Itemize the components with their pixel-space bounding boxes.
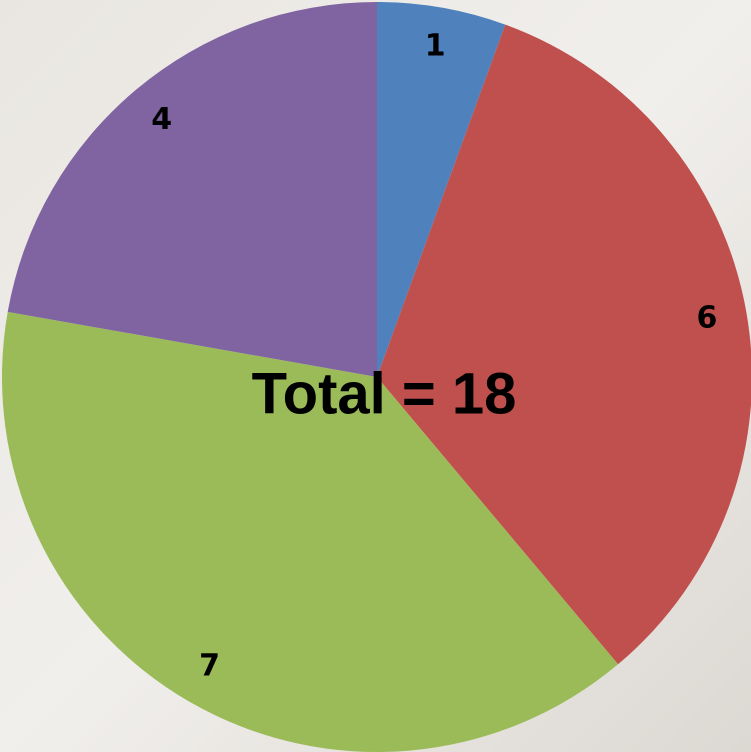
data-label: 6 bbox=[696, 300, 717, 335]
chart: 1 6 7 4 Total = 18 bbox=[0, 0, 751, 752]
data-label: 1 bbox=[425, 29, 446, 64]
page: 1674Total = 18 (() => { const data = JSO… bbox=[0, 0, 751, 752]
data-label: 4 bbox=[151, 102, 172, 137]
data-label: 7 bbox=[199, 649, 220, 684]
total-annotation: Total = 18 bbox=[252, 361, 517, 426]
